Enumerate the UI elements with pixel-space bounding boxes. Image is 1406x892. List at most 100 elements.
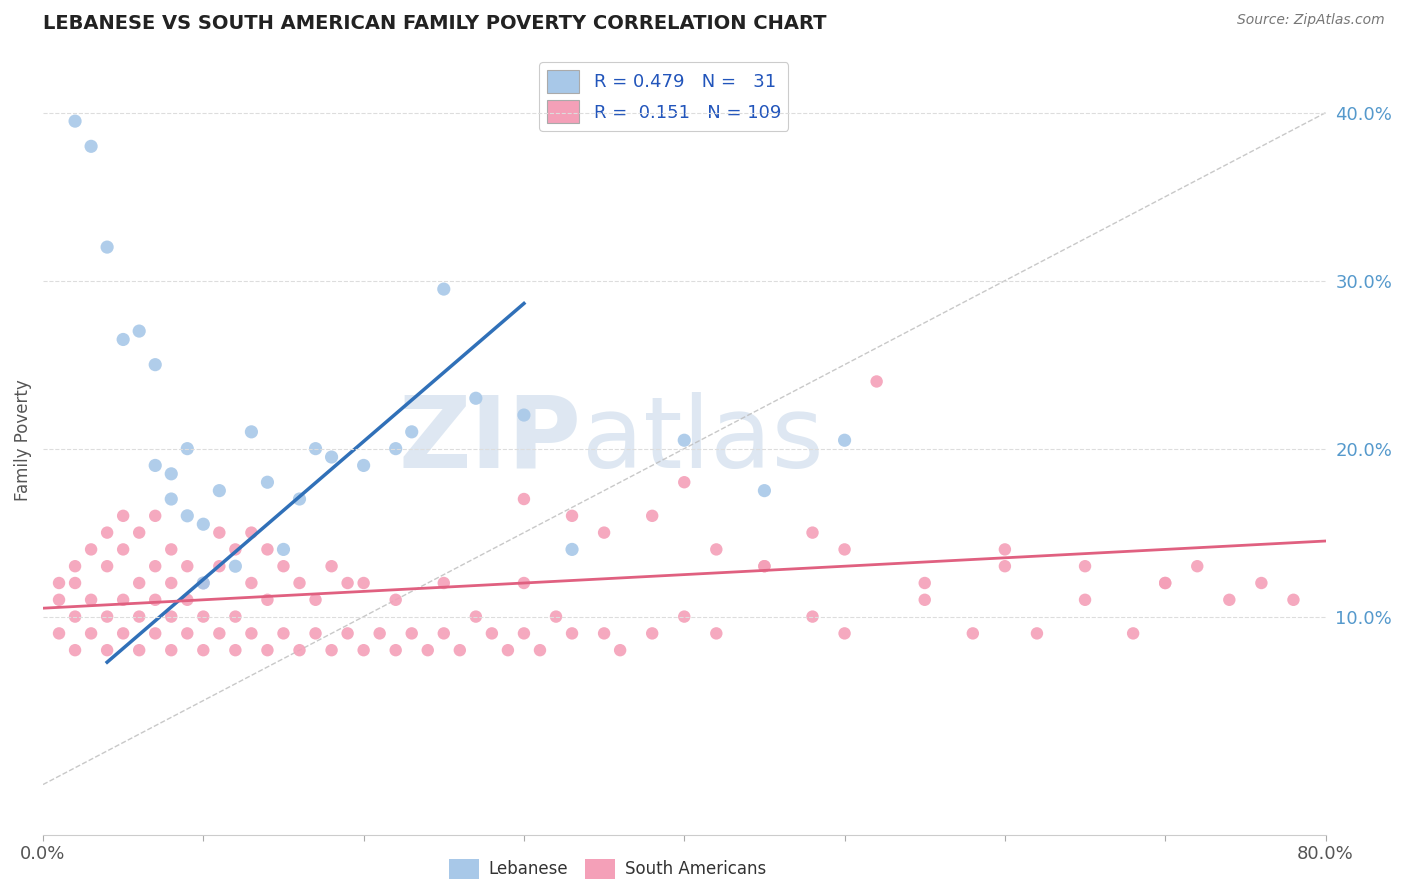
Point: [321, 559, 343, 574]
Point: [673, 609, 696, 624]
Point: [240, 425, 263, 439]
Point: [160, 467, 183, 481]
Point: [288, 491, 311, 506]
Point: [96, 240, 118, 254]
Point: [208, 626, 231, 640]
Point: [801, 609, 824, 624]
Point: [1282, 592, 1305, 607]
Point: [834, 434, 856, 448]
Point: [240, 525, 263, 540]
Point: [593, 626, 616, 640]
Point: [704, 542, 727, 557]
Text: Source: ZipAtlas.com: Source: ZipAtlas.com: [1237, 13, 1385, 28]
Point: [994, 559, 1017, 574]
Point: [96, 609, 118, 624]
Point: [143, 458, 166, 473]
Point: [112, 592, 135, 607]
Point: [513, 576, 536, 591]
Point: [193, 609, 215, 624]
Point: [304, 442, 326, 456]
Point: [96, 559, 118, 574]
Point: [143, 626, 166, 640]
Point: [224, 559, 246, 574]
Point: [304, 592, 326, 607]
Point: [1026, 626, 1049, 640]
Point: [321, 643, 343, 657]
Point: [143, 592, 166, 607]
Point: [48, 576, 70, 591]
Point: [176, 592, 198, 607]
Point: [914, 592, 936, 607]
Point: [288, 643, 311, 657]
Point: [80, 542, 103, 557]
Point: [240, 576, 263, 591]
Point: [48, 626, 70, 640]
Point: [160, 576, 183, 591]
Point: [754, 559, 776, 574]
Point: [353, 576, 375, 591]
Point: [609, 643, 631, 657]
Point: [401, 425, 423, 439]
Point: [193, 576, 215, 591]
Point: [128, 609, 150, 624]
Point: [433, 282, 456, 296]
Point: [193, 576, 215, 591]
Point: [336, 576, 359, 591]
Point: [288, 576, 311, 591]
Point: [865, 375, 887, 389]
Point: [80, 592, 103, 607]
Point: [160, 643, 183, 657]
Point: [304, 626, 326, 640]
Point: [384, 643, 406, 657]
Point: [513, 491, 536, 506]
Point: [96, 525, 118, 540]
Point: [641, 508, 664, 523]
Point: [1074, 592, 1097, 607]
Point: [80, 626, 103, 640]
Point: [464, 609, 486, 624]
Point: [754, 559, 776, 574]
Point: [1074, 559, 1097, 574]
Point: [1154, 576, 1177, 591]
Point: [160, 609, 183, 624]
Point: [256, 592, 278, 607]
Point: [401, 626, 423, 640]
Point: [834, 542, 856, 557]
Point: [353, 458, 375, 473]
Point: [449, 643, 471, 657]
Point: [208, 525, 231, 540]
Point: [193, 517, 215, 532]
Point: [754, 483, 776, 498]
Point: [641, 626, 664, 640]
Point: [529, 643, 551, 657]
Point: [368, 626, 391, 640]
Point: [464, 391, 486, 405]
Point: [193, 643, 215, 657]
Point: [962, 626, 984, 640]
Point: [513, 408, 536, 422]
Point: [416, 643, 439, 657]
Point: [208, 559, 231, 574]
Point: [143, 559, 166, 574]
Point: [112, 626, 135, 640]
Text: atlas: atlas: [582, 392, 824, 489]
Point: [256, 643, 278, 657]
Point: [176, 626, 198, 640]
Point: [1122, 626, 1144, 640]
Point: [63, 576, 86, 591]
Point: [496, 643, 519, 657]
Point: [63, 609, 86, 624]
Point: [176, 559, 198, 574]
Text: ZIP: ZIP: [399, 392, 582, 489]
Point: [63, 114, 86, 128]
Point: [433, 576, 456, 591]
Point: [673, 475, 696, 490]
Point: [384, 442, 406, 456]
Point: [208, 483, 231, 498]
Point: [273, 559, 295, 574]
Point: [433, 626, 456, 640]
Point: [112, 542, 135, 557]
Point: [1250, 576, 1272, 591]
Point: [63, 559, 86, 574]
Point: [673, 434, 696, 448]
